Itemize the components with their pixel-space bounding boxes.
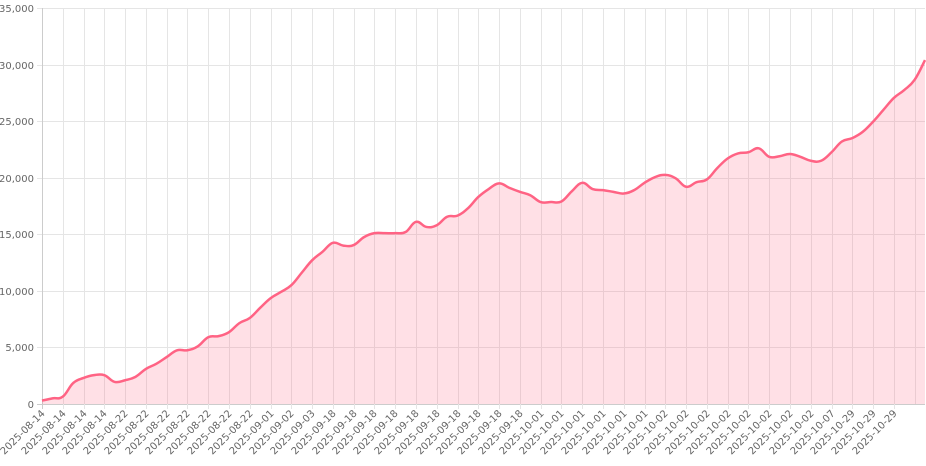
grid [37, 8, 925, 409]
series-line [41, 59, 926, 402]
y-tick-label: 35,000 [0, 4, 34, 15]
series-area-fill [42, 60, 925, 404]
y-tick-label: 25,000 [0, 117, 34, 128]
y-tick-label: 30,000 [0, 61, 34, 72]
y-axis: 0 5,000 10,000 15,000 20,000 25,000 30,000 35,0… [0, 4, 34, 411]
x-axis: 2025-08-142025-08-142025-08-142025-08-14… [0, 408, 900, 457]
y-tick-label: 20,000 [0, 174, 34, 185]
y-tick-label: 15,000 [0, 230, 34, 241]
y-tick-label: 10,000 [0, 287, 34, 298]
y-tick-label: 0 [28, 400, 34, 411]
y-tick-label: 5,000 [5, 343, 34, 354]
